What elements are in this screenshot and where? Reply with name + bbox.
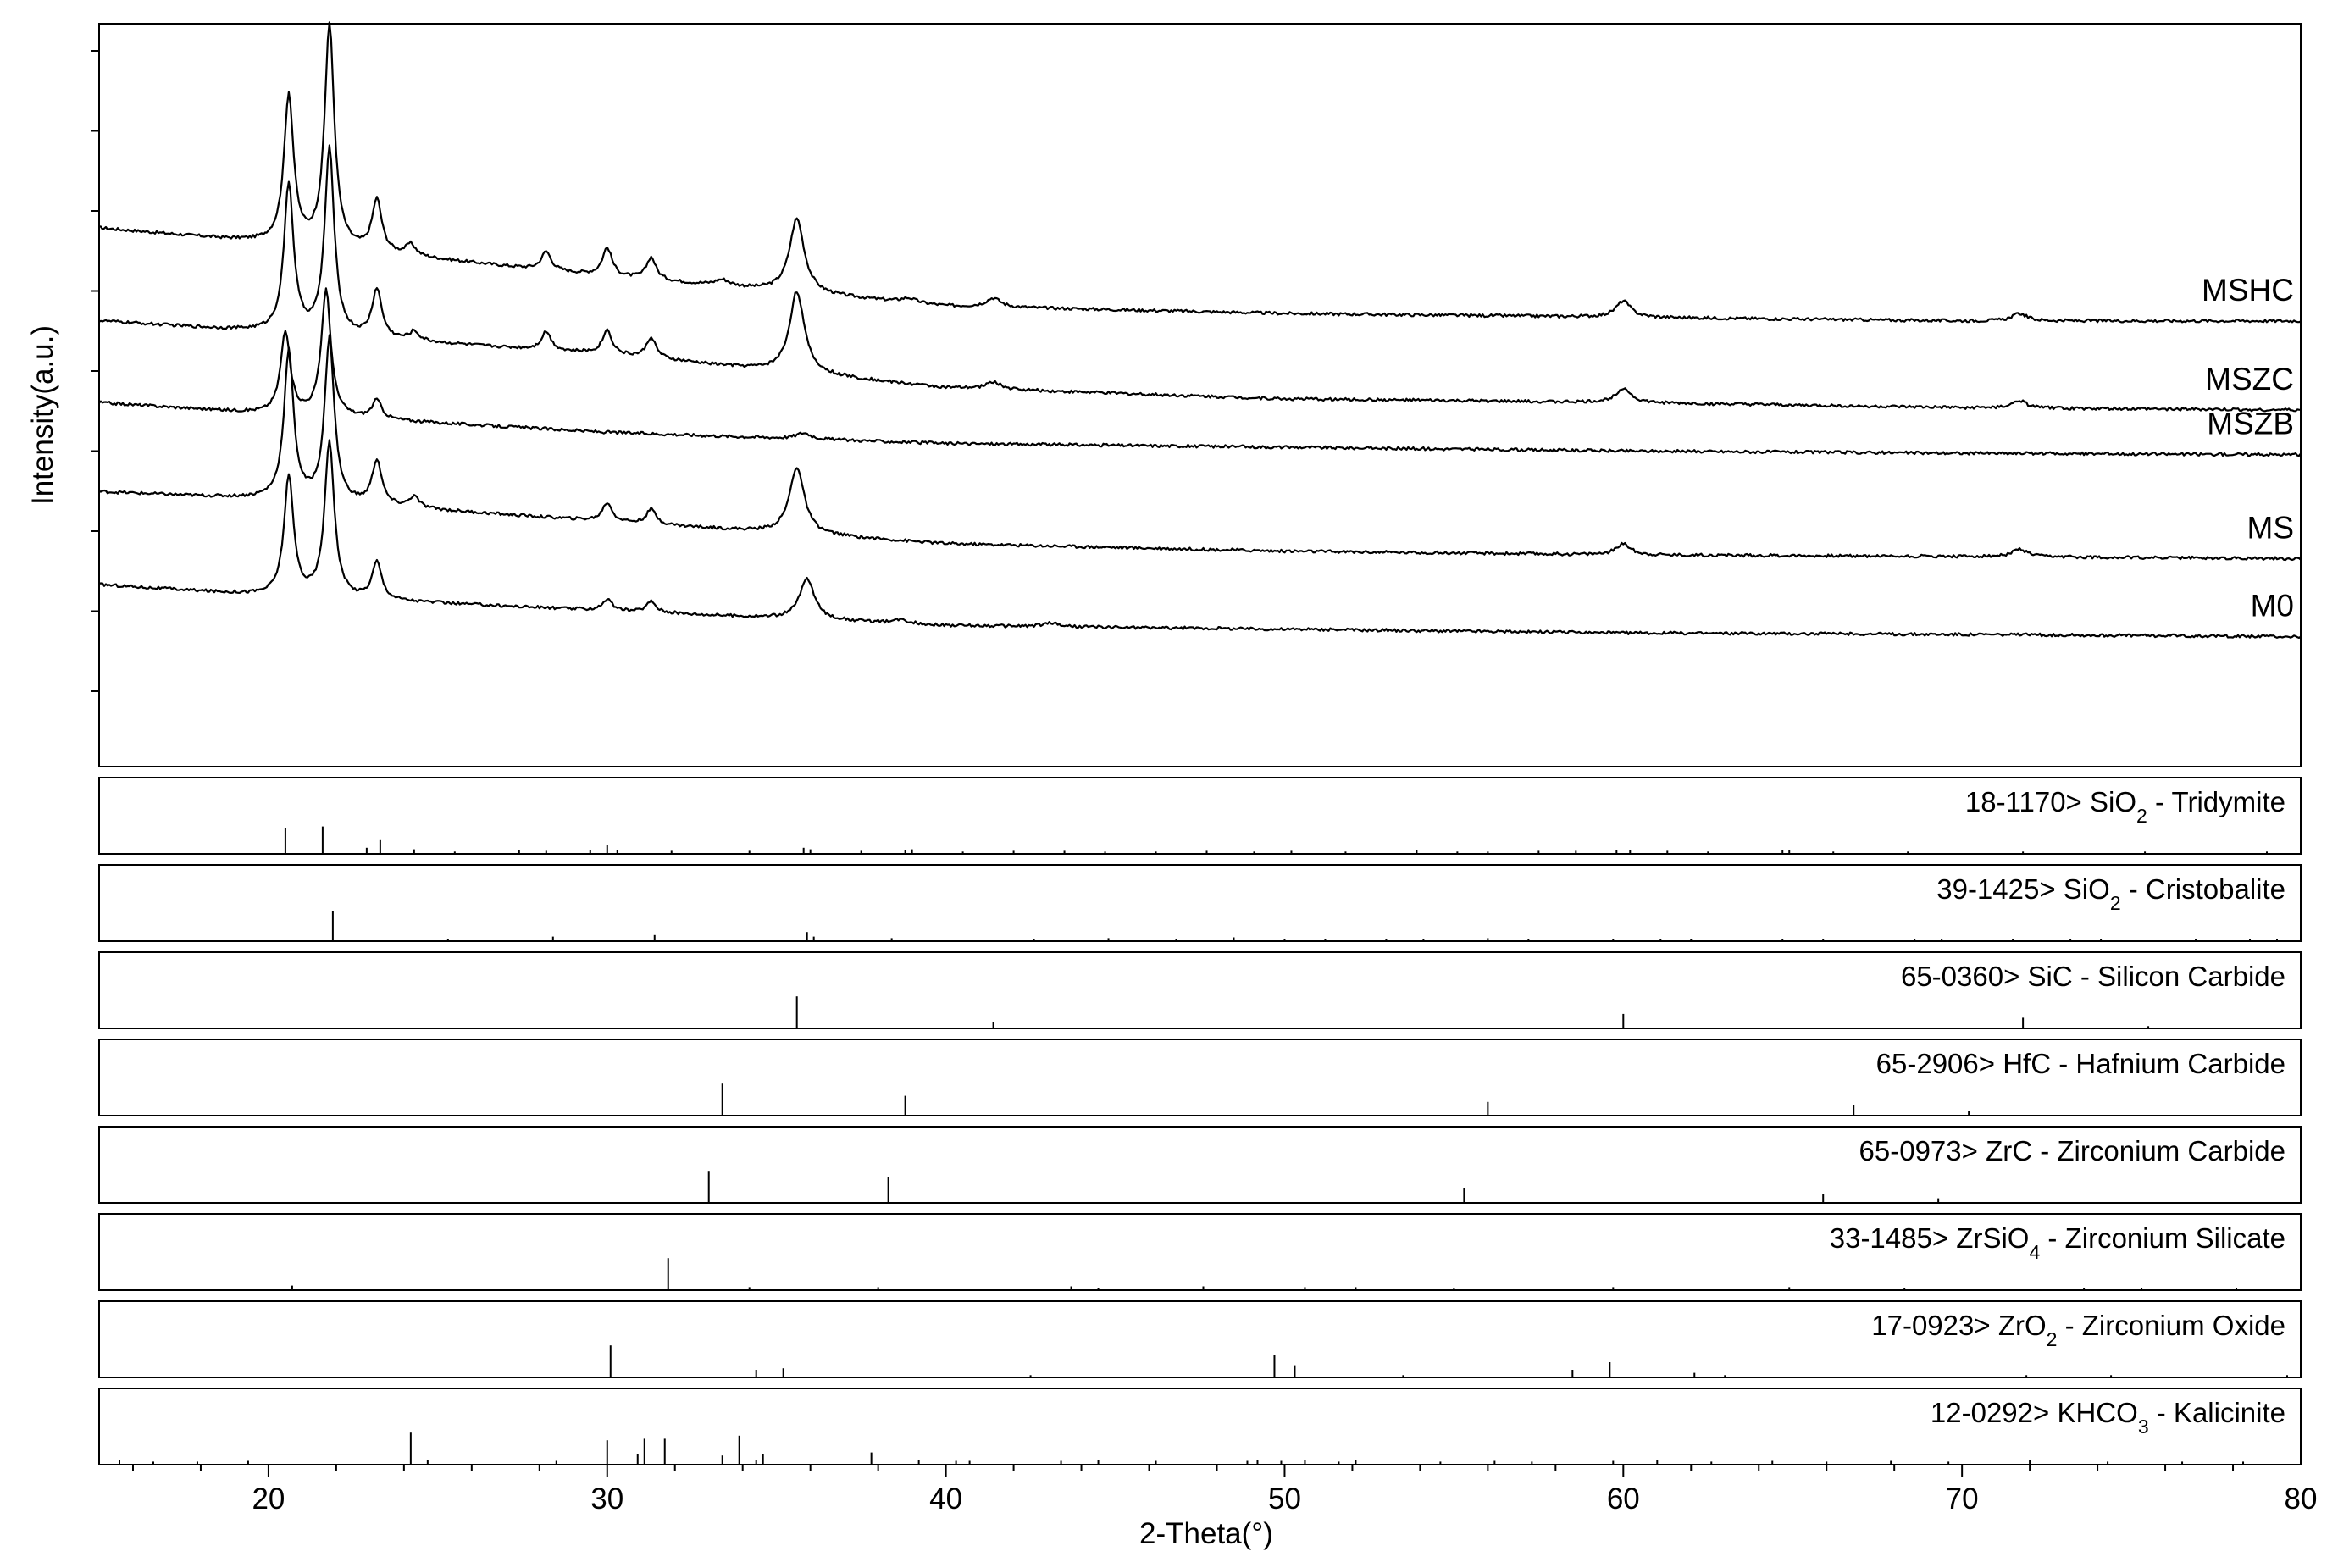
reference-subscript: 2 [2047,1328,2058,1350]
reference-formula: HfC [2003,1048,2051,1079]
reference-card: 65-0360> [1901,961,2028,992]
reference-panel-frame [98,951,2302,1029]
x-axis-label: 2-Theta(°) [1139,1517,1273,1550]
reference-subscript: 2 [2136,805,2147,827]
reference-phase: - Zirconium Oxide [2057,1310,2285,1341]
reference-formula: SiO [2064,873,2110,905]
reference-card: 17-0923> [1871,1310,1998,1341]
reference-label: 17-0923> ZrO2 - Zirconium Oxide [1871,1310,2285,1350]
x-tick-label: 20 [252,1482,285,1515]
reference-panel: 65-0360> SiC - Silicon Carbide [98,951,2302,1029]
reference-panel: 33-1485> ZrSiO4 - Zirconium Silicate [98,1213,2302,1291]
x-tick-label: 30 [590,1482,623,1515]
series-label: MSZB [2207,407,2294,441]
reference-panel-frame [98,777,2302,855]
series-line-mshc [98,21,2302,324]
reference-panel: 65-2906> HfC - Hafnium Carbide [98,1039,2302,1116]
x-tick-label: 40 [929,1482,962,1515]
series-label: MSZC [2205,362,2294,396]
reference-panel-frame [98,864,2302,942]
reference-card: 18-1170> [1965,786,2090,817]
reference-phase: - Zirconium Silicate [2040,1222,2285,1254]
reference-phase: - Cristobalite [2121,873,2285,905]
reference-label: 33-1485> ZrSiO4 - Zirconium Silicate [1830,1222,2285,1263]
reference-phase: - Silicon Carbide [2073,961,2285,992]
reference-formula: ZrO [1998,1310,2047,1341]
reference-panel-frame [98,1126,2302,1204]
series-line-m0 [98,439,2302,640]
series-label: MS [2247,510,2295,545]
reference-label: 12-0292> KHCO3 - Kalicinite [1931,1397,2285,1438]
reference-formula: SiC [2028,961,2073,992]
series-line-mszc [98,144,2302,413]
reference-card: 39-1425> [1936,873,2064,905]
reference-phase: - Tridymite [2147,786,2285,817]
reference-formula: ZrC [1986,1135,2032,1166]
series-line-ms [98,334,2302,562]
reference-subscript: 4 [2029,1241,2040,1263]
reference-label: 65-2906> HfC - Hafnium Carbide [1876,1048,2285,1079]
reference-panel: 65-0973> ZrC - Zirconium Carbide [98,1126,2302,1204]
series-line-mszb [98,287,2302,457]
reference-panel-frame [98,1213,2302,1291]
reference-subscript: 3 [2138,1416,2149,1438]
reference-label: 65-0360> SiC - Silicon Carbide [1901,961,2285,992]
main-plot-frame [98,23,2302,767]
reference-panel-frame [98,1388,2302,1465]
reference-phase: - Zirconium Carbide [2032,1135,2285,1166]
reference-card: 33-1485> [1830,1222,1957,1254]
reference-panel: 17-0923> ZrO2 - Zirconium Oxide [98,1300,2302,1378]
reference-label: 18-1170> SiO2 - Tridymite [1965,786,2285,827]
reference-label: 39-1425> SiO2 - Cristobalite [1936,873,2285,914]
reference-panel: 12-0292> KHCO3 - Kalicinite [98,1388,2302,1465]
x-tick-label: 80 [2285,1482,2318,1515]
reference-phase: - Kalicinite [2149,1397,2285,1428]
reference-card: 65-2906> [1876,1048,2003,1079]
reference-label: 65-0973> ZrC - Zirconium Carbide [1859,1135,2285,1166]
reference-formula: ZrSiO [1956,1222,2029,1254]
reference-panel: 18-1170> SiO2 - Tridymite [98,777,2302,855]
reference-card: 12-0292> [1931,1397,2058,1428]
x-tick-label: 70 [1946,1482,1979,1515]
reference-formula: KHCO [2057,1397,2137,1428]
reference-panel-frame [98,1039,2302,1116]
reference-card: 65-0973> [1859,1135,1986,1166]
reference-phase: - Hafnium Carbide [2051,1048,2285,1079]
x-tick-label: 50 [1268,1482,1301,1515]
reference-subscript: 2 [2110,892,2121,914]
main-panel: MSHC MSZC MSZB MS M0 [91,21,2302,767]
series-label: MSHC [2202,273,2294,308]
reference-panel-frame [98,1300,2302,1378]
y-axis-label: Intensity(a.u.) [26,325,59,505]
x-axis: 20 30 40 50 60 70 80 [131,1465,2318,1515]
x-tick-label: 60 [1607,1482,1640,1515]
series-label: M0 [2251,589,2294,623]
reference-panel: 39-1425> SiO2 - Cristobalite [98,864,2302,942]
reference-formula: SiO [2090,786,2136,817]
